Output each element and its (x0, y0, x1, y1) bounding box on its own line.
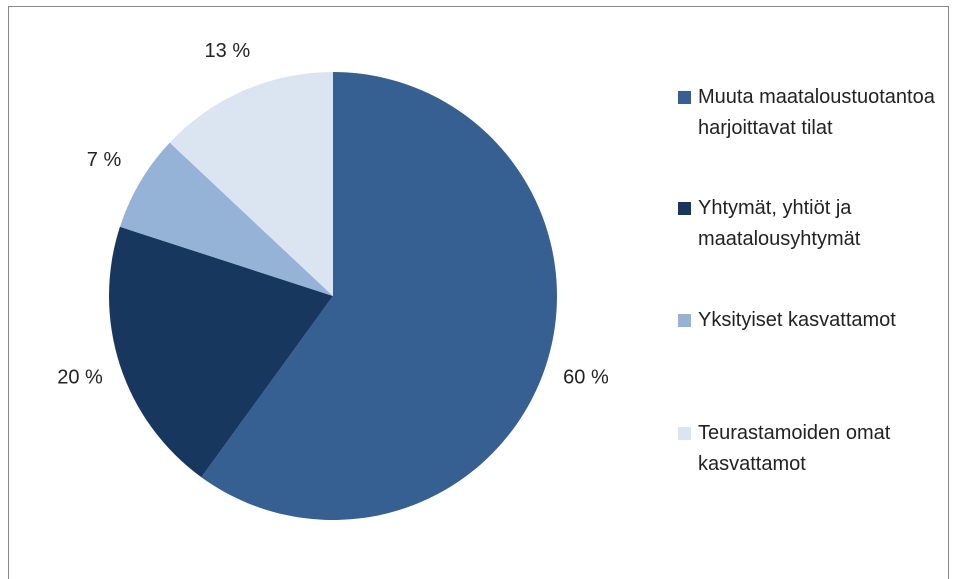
legend-label: Yksityiset kasvattamot (698, 309, 896, 331)
pie-slice (201, 72, 557, 520)
legend-label: Yhtymät, yhtiöt ja maatalousyhtymät (698, 197, 861, 250)
legend-item: Yksityiset kasvattamot (678, 305, 938, 336)
legend-swatch (678, 91, 691, 104)
data-label: 20 % (57, 366, 103, 388)
data-label: 7 % (87, 149, 122, 171)
pie-slice (169, 72, 333, 296)
legend-swatch (678, 202, 691, 215)
legend-item: Muuta maataloustuotantoa harjoittavat ti… (678, 82, 938, 144)
legend-label: Teurastamoiden omat kasvattamot (698, 422, 891, 475)
pie-slice (109, 226, 333, 478)
data-label: 13 % (205, 40, 251, 62)
legend-item: Yhtymät, yhtiöt ja maatalousyhtymät (678, 193, 938, 255)
pie-slice (119, 142, 333, 296)
legend-item: Teurastamoiden omat kasvattamot (678, 418, 938, 480)
data-label: 60 % (563, 366, 609, 388)
legend-swatch (678, 314, 691, 327)
legend-label: Muuta maataloustuotantoa harjoittavat ti… (698, 86, 935, 139)
legend-swatch (678, 427, 691, 440)
